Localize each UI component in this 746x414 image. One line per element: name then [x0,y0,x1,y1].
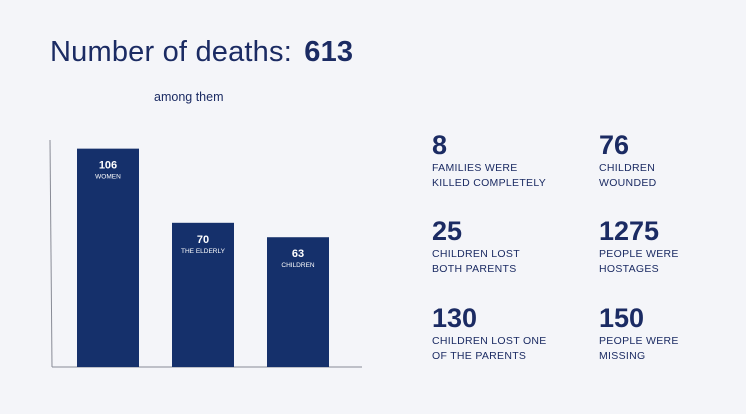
stat-line-2: BOTH PARENTS [432,262,517,275]
stat-line-2: KILLED COMPLETELY [432,176,547,189]
stat-children-wounded: 76 CHILDREN WOUNDED [599,131,746,190]
stat-description: PEOPLE WERE HOSTAGES [599,247,746,276]
stat-line-1: CHILDREN LOST ONE [432,335,547,347]
stat-line-1: PEOPLE WERE [599,248,679,260]
bar-children [267,237,329,367]
stat-value: 1275 [599,216,660,246]
stat-description: CHILDREN LOST BOTH PARENTS [432,247,582,276]
stat-value: 8 [432,130,448,160]
stat-description: CHILDREN LOST ONE OF THE PARENTS [432,334,582,363]
bar-value-label: 70 [197,234,209,246]
bar-value-label: 106 [99,160,117,172]
stat-families-killed: 8 FAMILIES WERE KILLED COMPLETELY [432,131,582,190]
bar-category-label: THE ELDERLY [181,248,226,255]
bars-group: 106 WOMEN 70 THE ELDERLY 63 CHILDREN [77,148,329,367]
bar-the-elderly [172,222,234,367]
stat-line-1: CHILDREN LOST [432,248,520,260]
page-title: Number of deaths: 613 [50,36,353,69]
stat-missing: 150 PEOPLE WERE MISSING [599,304,746,363]
bar-value-label: 63 [292,248,304,260]
stat-children-lost-one: 130 CHILDREN LOST ONE OF THE PARENTS [432,304,582,363]
bar-category-label: CHILDREN [281,262,315,269]
stat-children-lost-both: 25 CHILDREN LOST BOTH PARENTS [432,217,582,276]
chart-subtitle: among them [154,90,224,104]
stat-line-1: FAMILIES WERE [432,162,518,174]
y-axis-line [49,139,53,368]
stat-value: 150 [599,303,645,333]
stat-value: 130 [432,303,478,333]
bar-category-label: WOMEN [95,174,121,181]
stat-line-2: MISSING [599,349,646,362]
stat-value: 76 [599,130,630,160]
stat-value: 25 [432,216,463,246]
stat-hostages: 1275 PEOPLE WERE HOSTAGES [599,217,746,276]
stat-line-2: OF THE PARENTS [432,349,527,362]
stat-line-2: WOUNDED [599,176,657,189]
stat-line-1: CHILDREN [599,162,656,174]
bar-women [77,148,139,367]
title-label: Number of deaths: [50,36,292,68]
stat-line-1: PEOPLE WERE [599,335,679,347]
stat-line-2: HOSTAGES [599,262,659,275]
stat-description: CHILDREN WOUNDED [599,161,746,190]
total-deaths-value: 613 [304,36,354,68]
stat-description: FAMILIES WERE KILLED COMPLETELY [432,161,582,190]
stat-description: PEOPLE WERE MISSING [599,334,746,363]
